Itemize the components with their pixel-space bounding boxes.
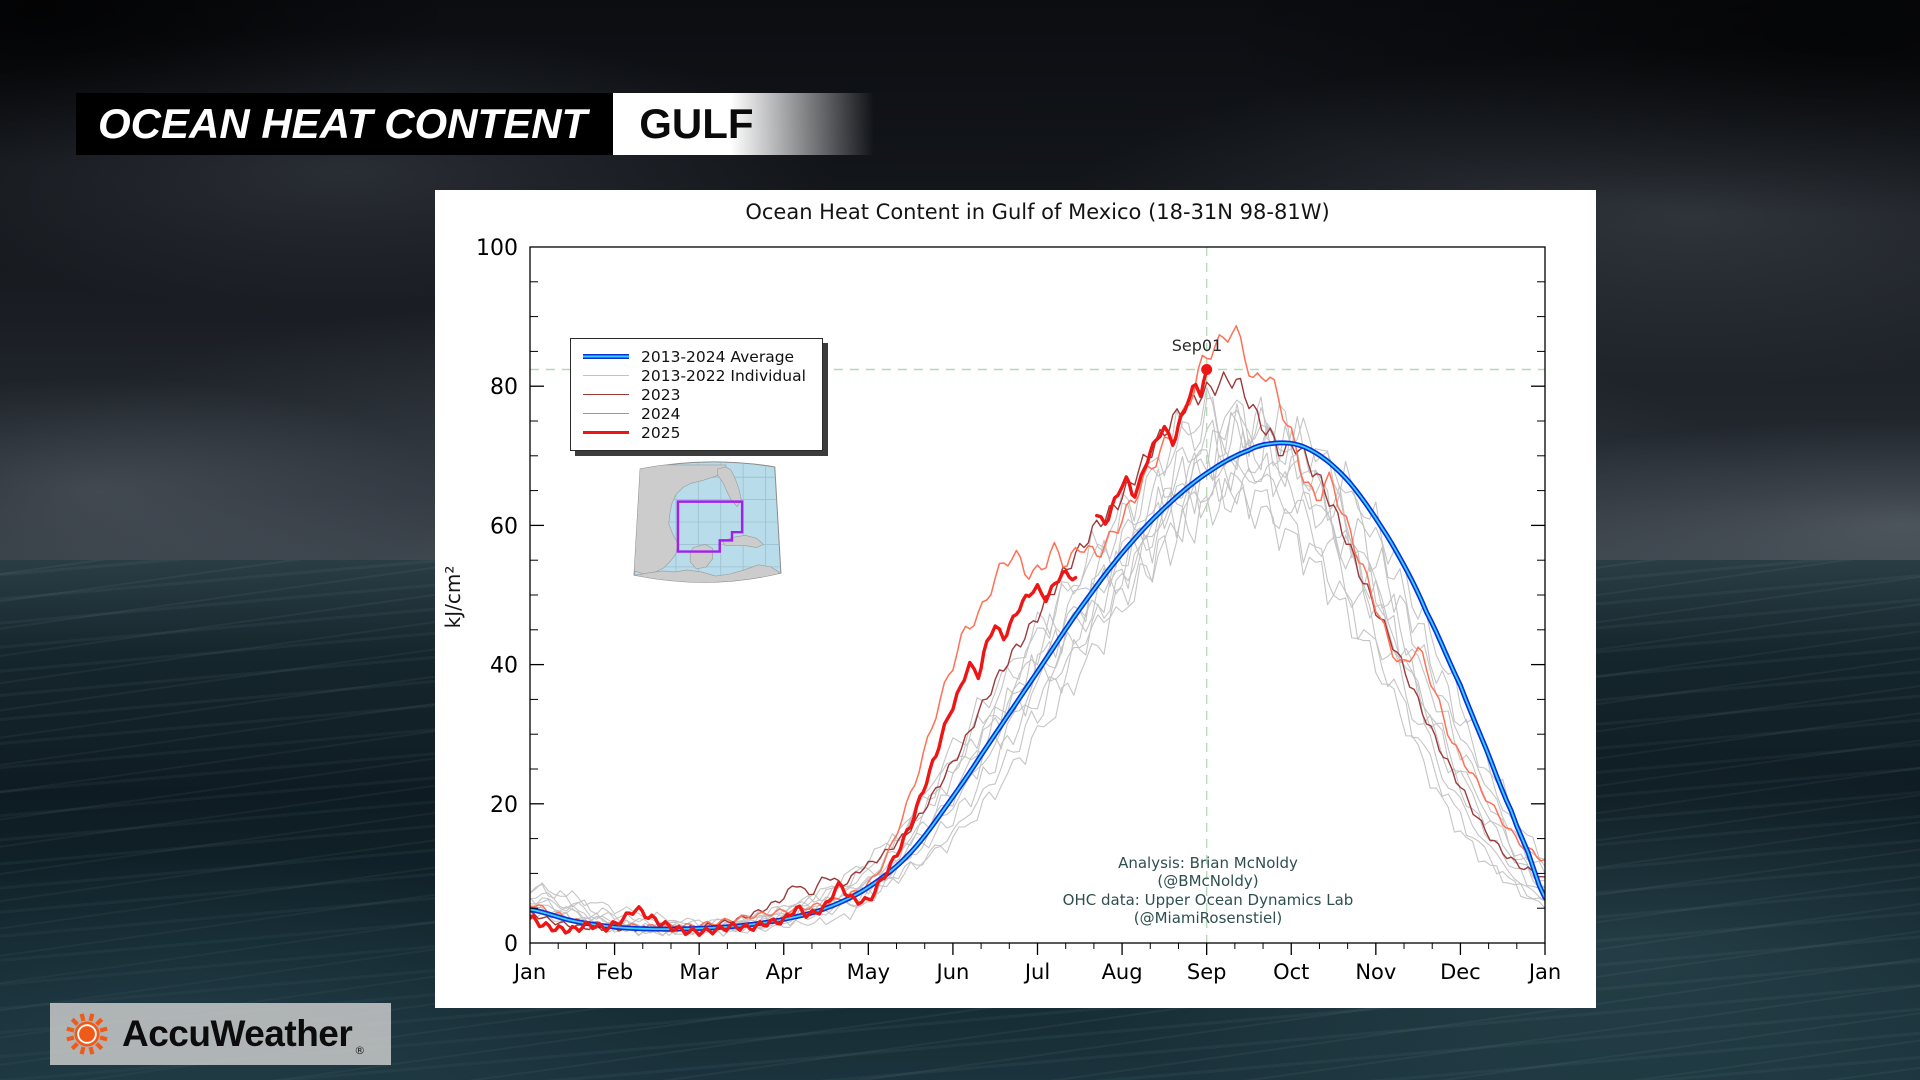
x-tick-label: Mar <box>679 960 719 984</box>
y-tick-label: 80 <box>490 375 518 400</box>
credit-line: (@BMcNoldy) <box>1157 872 1259 891</box>
legend-label: 2013-2022 Individual <box>641 366 806 385</box>
x-tick-label: Jan <box>512 960 546 984</box>
legend-entry: 2023 <box>583 385 806 404</box>
headline-title: OCEAN HEAT CONTENT <box>76 93 614 155</box>
x-tick-label: Feb <box>596 960 633 984</box>
legend-label: 2013-2024 Average <box>641 347 795 366</box>
sep01-marker-label: Sep01 <box>1171 336 1223 355</box>
legend-entry: 2025 <box>583 423 806 442</box>
ohc-line-chart: 0 20 40 60 80 100 Jan Feb Mar Apr May Jun Jul Aug Sep O… <box>476 236 1561 984</box>
credit-line: OHC data: Upper Ocean Dynamics Lab <box>1062 890 1354 909</box>
x-tick-label: Oct <box>1273 960 1309 984</box>
x-tick-label: Jul <box>1023 960 1050 984</box>
headline-region: GULF <box>613 93 874 155</box>
headline-banner: OCEAN HEAT CONTENT GULF <box>76 93 874 155</box>
y-tick-label: 100 <box>476 236 518 261</box>
gulf-region-inset-map <box>633 461 782 583</box>
legend-line-sample <box>583 412 629 415</box>
legend-line-sample <box>583 393 629 396</box>
x-tick-label: Nov <box>1355 960 1396 984</box>
y-tick-label: 40 <box>490 654 518 679</box>
legend-label: 2024 <box>641 404 681 423</box>
registered-mark: ® <box>354 1044 366 1057</box>
chart-legend: 2013-2024 Average 2013-2022 Individual 202… <box>570 338 823 451</box>
legend-line-sample <box>583 430 629 435</box>
x-tick-label: Jan <box>1527 960 1561 984</box>
x-tick-label: Jun <box>935 960 970 984</box>
accuweather-logo: AccuWeather ® <box>50 1003 392 1065</box>
x-tick-label: May <box>847 960 890 984</box>
credit-line: Analysis: Brian McNoldy <box>1118 854 1298 872</box>
y-tick-label: 20 <box>490 793 518 818</box>
credit-annotation: Analysis: Brian McNoldy (@BMcNoldy) OHC da… <box>1008 854 1408 927</box>
x-tick-label: Aug <box>1102 960 1143 984</box>
legend-entry: 2013-2024 Average <box>583 347 806 366</box>
chart-title: Ocean Heat Content in Gulf of Mexico (18… <box>745 200 1330 224</box>
x-tick-label: Apr <box>766 960 803 984</box>
legend-line-sample <box>583 354 629 359</box>
chart-panel: Ocean Heat Content in Gulf of Mexico (18… <box>435 190 1596 1008</box>
accuweather-wordmark: AccuWeather <box>122 1013 353 1054</box>
legend-label: 2023 <box>641 385 681 404</box>
y-tick-label: 0 <box>504 932 518 957</box>
legend-line-sample <box>583 374 629 377</box>
accuweather-sun-icon <box>66 1013 108 1055</box>
map-region-outline <box>676 500 744 553</box>
legend-entry: 2024 <box>583 404 806 423</box>
legend-label: 2025 <box>641 423 681 442</box>
x-tick-label: Sep <box>1187 960 1227 984</box>
x-tick-label: Dec <box>1440 960 1481 984</box>
legend-entry: 2013-2022 Individual <box>583 366 806 385</box>
y-tick-label: 60 <box>490 514 518 539</box>
credit-line: (@MiamiRosenstiel) <box>1133 908 1283 927</box>
